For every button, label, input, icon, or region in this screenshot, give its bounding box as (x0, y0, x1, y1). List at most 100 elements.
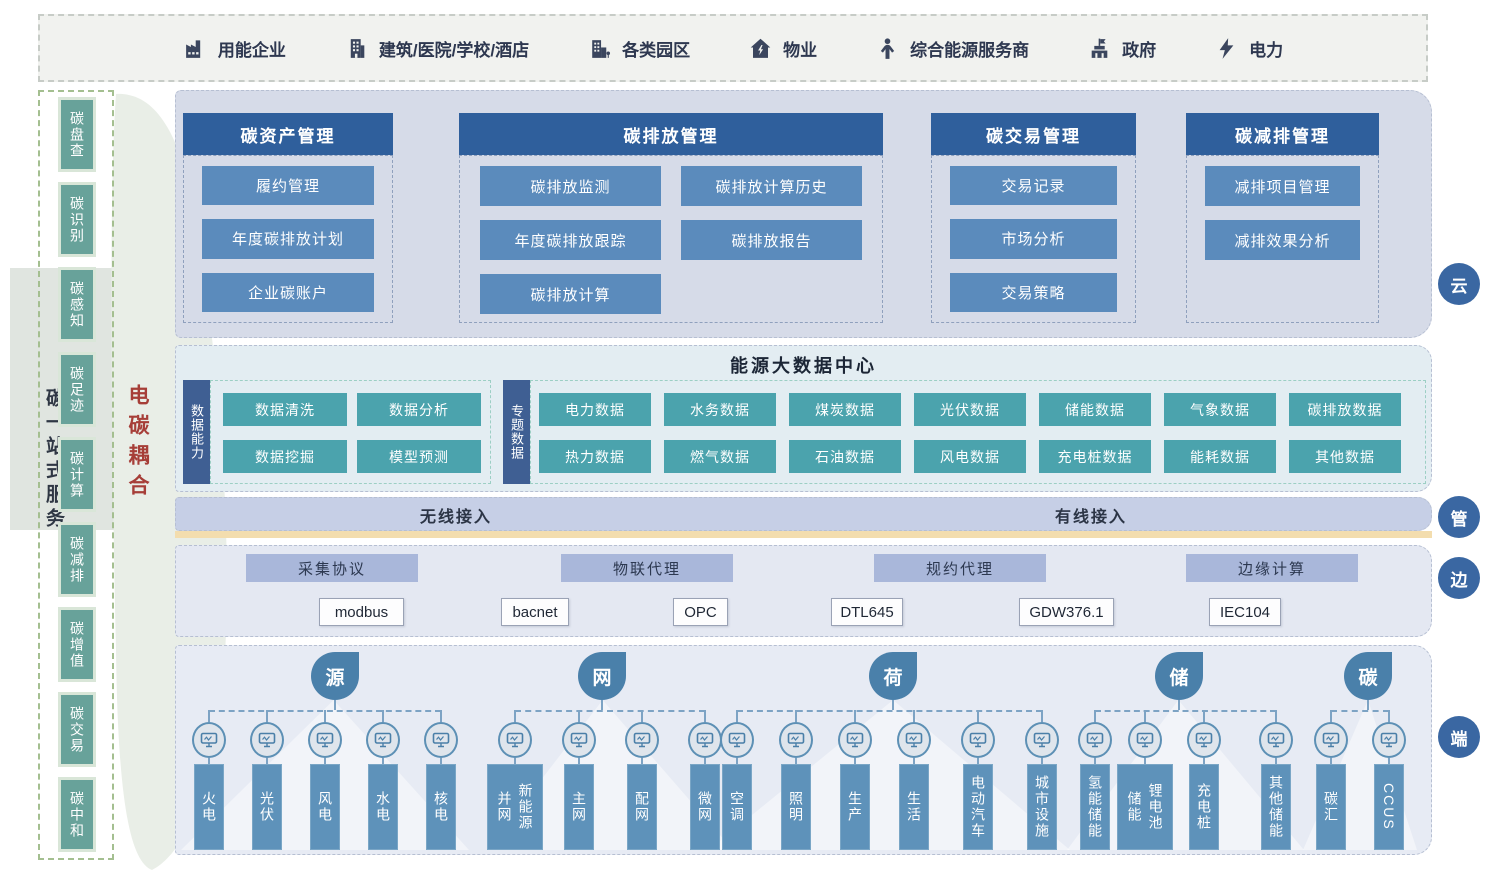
topic-data-item: 煤炭数据 (789, 393, 901, 426)
terminal-item-carbon-sink: 碳汇 (1303, 710, 1359, 850)
house-icon (748, 36, 773, 61)
layer-badge-cloud: 云 (1438, 263, 1480, 305)
building-icon (344, 36, 369, 61)
connector (1367, 700, 1369, 710)
monitor-icon (779, 722, 813, 758)
data-capability-frame (210, 380, 491, 484)
data-capability-label: 数据能力 (183, 380, 210, 484)
monitor-icon (688, 722, 722, 758)
edge-header-collection-protocol: 采集协议 (246, 554, 418, 582)
panel-item: 企业碳账户 (202, 272, 374, 312)
top-bar: 用能企业 建筑/医院/学校/酒店 各类园区 物业 综合能源服务商 (38, 14, 1428, 82)
terminal-bar: 并网 新能源 (487, 764, 543, 850)
top-bar-label: 建筑/医院/学校/酒店 (378, 40, 530, 60)
rail-item-carbon-trading: 碳交易 (58, 692, 96, 767)
edge-header-edge-computing: 边缘计算 (1186, 554, 1358, 582)
terminal-item-other-storage: 其他储能 (1248, 710, 1304, 850)
top-bar-label: 各类园区 (622, 40, 691, 60)
terminal-item-lithium-battery-storage: 储能 锂电池 (1117, 710, 1173, 850)
terminal-item-thermal-power: 火电 (181, 710, 237, 850)
terminal-bar: 充电桩 (1189, 764, 1219, 850)
panel-item: 年度碳排放计划 (202, 219, 374, 259)
monitor-icon (720, 722, 754, 758)
terminal-item-ccus: CCUS (1361, 710, 1417, 850)
terminal-item-production: 生产 (827, 710, 883, 850)
connector (892, 700, 894, 710)
monitor-icon (1025, 722, 1059, 758)
panel-carbon-reduction: 碳减排管理 减排项目管理 减排效果分析 (1186, 113, 1379, 323)
terminal-layer-section: 源 网 荷 储 碳 火电 光伏 (175, 645, 1432, 855)
network-access-band: 无线接入 有线接入 (175, 497, 1432, 531)
topic-data-label: 专题数据 (503, 380, 530, 484)
panel-item: 减排项目管理 (1205, 166, 1360, 206)
terminal-bar: 空调 (722, 764, 752, 850)
terminal-bar: 主网 (564, 764, 594, 850)
edge-layer-section: 采集协议 物联代理 规约代理 边缘计算 modbus bacnet OPC DT… (175, 545, 1432, 637)
data-capability-item: 数据分析 (357, 393, 481, 426)
connector (737, 710, 1042, 712)
monitor-icon (498, 722, 532, 758)
topic-data-item: 石油数据 (789, 440, 901, 473)
panel-header: 碳交易管理 (931, 113, 1136, 155)
terminal-bar: 微网 (690, 764, 720, 850)
terminal-item-electric-vehicle: 电动汽车 (950, 710, 1006, 850)
terminal-bar: 火电 (194, 764, 224, 850)
monitor-icon (961, 722, 995, 758)
monitor-icon (308, 722, 342, 758)
monitor-icon (1187, 722, 1221, 758)
monitor-icon (1259, 722, 1293, 758)
teardrop-badge-load: 荷 (869, 652, 917, 700)
top-bar-label: 政府 (1122, 40, 1157, 60)
monitor-icon (1314, 722, 1348, 758)
topic-data-item: 燃气数据 (664, 440, 776, 473)
panel-carbon-asset: 碳资产管理 履约管理 年度碳排放计划 企业碳账户 (183, 113, 393, 323)
monitor-icon (250, 722, 284, 758)
topic-data-item: 碳排放数据 (1289, 393, 1401, 426)
connector (1178, 700, 1180, 710)
wired-access-label: 有线接入 (1054, 509, 1127, 526)
topic-data-frame (530, 380, 1426, 484)
panel-item: 碳排放计算 (480, 274, 661, 314)
data-center-title: 能源大数据中心 (730, 356, 877, 376)
top-bar-item-buildings: 建筑/医院/学校/酒店 (344, 36, 529, 61)
protocol-gdw376: GDW376.1 (1019, 598, 1114, 626)
service-person-icon (875, 36, 900, 61)
teardrop-badge-carbon: 碳 (1344, 652, 1392, 700)
panel-item: 履约管理 (202, 166, 374, 206)
teardrop-badge-source: 源 (311, 652, 359, 700)
panel-item: 交易策略 (950, 272, 1117, 312)
top-bar-item-property: 物业 (748, 36, 817, 61)
monitor-icon (562, 722, 596, 758)
top-bar-label: 电力 (1249, 40, 1284, 60)
monitor-icon (625, 722, 659, 758)
rail-item-carbon-neutral: 碳中和 (58, 777, 96, 852)
protocol-opc: OPC (673, 598, 728, 626)
carbon-service-frame (38, 90, 114, 860)
terminal-bar: 氢能储能 (1080, 764, 1110, 850)
terminal-item-lighting: 照明 (768, 710, 824, 850)
top-bar-item-energy-service: 综合能源服务商 (875, 36, 1029, 61)
monitor-icon (192, 722, 226, 758)
panel-item: 减排效果分析 (1205, 220, 1360, 260)
panel-item: 交易记录 (950, 166, 1117, 206)
top-bar-label: 综合能源服务商 (910, 40, 1030, 60)
topic-data-item: 其他数据 (1289, 440, 1401, 473)
topic-data-item: 光伏数据 (914, 393, 1026, 426)
monitor-icon (897, 722, 931, 758)
terminal-item-charging-pile: 充电桩 (1176, 710, 1232, 850)
panel-item: 碳排放计算历史 (681, 166, 862, 206)
terminal-item-hydrogen-storage: 氢能储能 (1067, 710, 1123, 850)
connector (601, 700, 603, 710)
terminal-item-city-facilities: 城市设施 (1014, 710, 1070, 850)
government-icon (1087, 36, 1112, 61)
terminal-bar: 光伏 (252, 764, 282, 850)
rail-item-carbon-inventory: 碳盘查 (58, 97, 96, 172)
wireless-access-label: 无线接入 (419, 509, 492, 526)
monitor-icon (424, 722, 458, 758)
panel-item: 市场分析 (950, 219, 1117, 259)
layer-badge-edge: 边 (1438, 557, 1480, 599)
terminal-bar: 水电 (368, 764, 398, 850)
connector (515, 710, 705, 712)
protocol-modbus: modbus (319, 598, 404, 626)
